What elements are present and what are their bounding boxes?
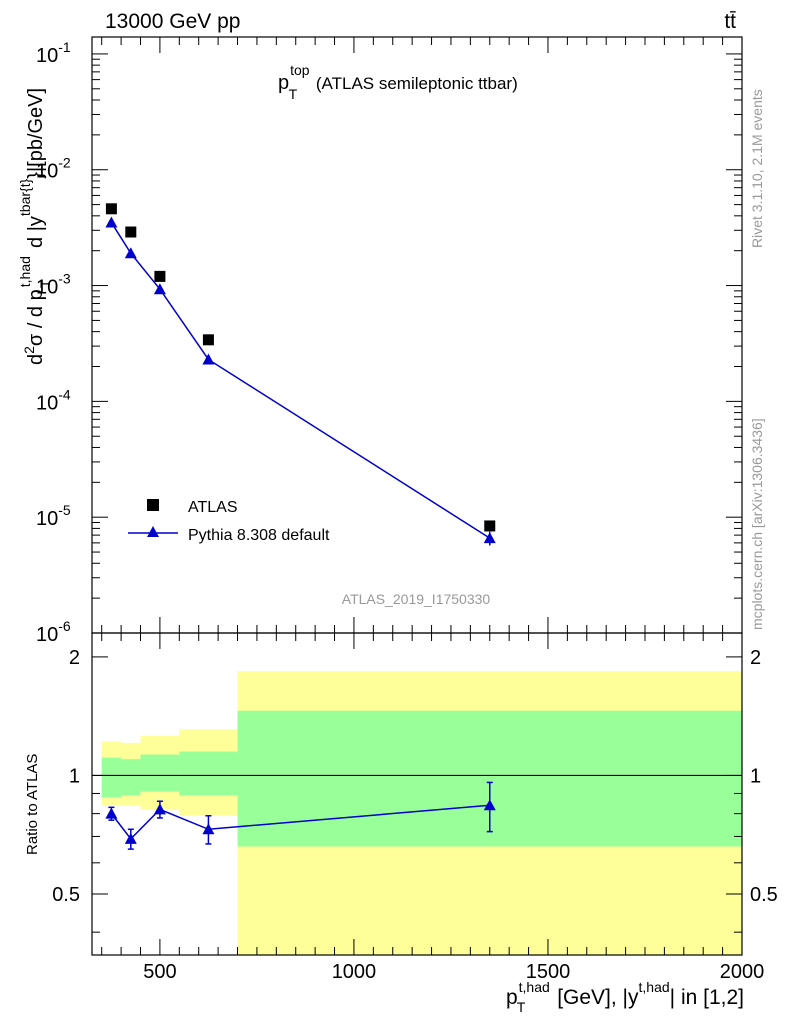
ratio-y-tick-label: 0.5 [52,884,80,906]
pythia-line [110,222,491,539]
legend: ATLAS Pythia 8.308 default [128,499,330,544]
pythia-point [105,216,118,228]
main-y-tick-label: 10-5 [36,502,71,530]
x-axis-title: pt,had T [GeV], |yt,had| in [1,2] [506,979,744,1015]
legend-mc-label: Pythia 8.308 default [188,527,330,544]
x-tick-label: 1000 [332,961,377,983]
legend-atlas-marker [147,499,159,511]
main-panel: 10-610-510-410-310-210-1 13000 GeV pp tt… [17,10,743,646]
main-y-axis-title: d2σ / d pt,had T d |ytbar{t}}|[pb/GeV] [17,88,53,365]
ratio-data-marks [105,781,496,850]
ratio-inner-band [179,751,238,796]
ratio-point [105,807,118,819]
energy-label: 13000 GeV pp [105,10,240,33]
ratio-inner-band [101,757,122,798]
ratio-point [124,832,137,844]
main-data-marks [105,203,496,546]
ratio-uncertainty-bands [101,671,742,955]
ratio-y-tick-label-right: 0.5 [750,884,778,906]
ratio-inner-band [140,754,180,792]
ratio-point [153,803,166,815]
atlas-point [202,334,214,346]
mcplots-label: mcplots.cern.ch [arXiv:1306.3436] [749,418,765,630]
atlas-point [484,520,496,532]
ratio-point [483,799,496,811]
pythia-point [483,532,496,544]
ratio-ticks: 0.5 0.5 1 1 2 2 500 1000 1500 2000 [52,633,778,983]
ratio-y-tick-label: 1 [69,765,80,787]
pythia-point [202,353,215,365]
ratio-y-tick-label-right: 2 [750,647,761,669]
rivet-label: Rivet 3.1.10, 2.1M events [749,89,765,248]
x-tick-label: 1500 [526,961,571,983]
x-tick-label: 500 [143,961,176,983]
main-y-tick-label: 10-1 [36,39,71,67]
main-y-ticks: 10-610-510-410-310-210-1 [36,37,743,646]
analysis-id: ATLAS_2019_I1750330 [342,591,491,607]
x-tick-label: 2000 [720,961,765,983]
ratio-inner-band [121,759,141,796]
atlas-point [105,203,117,215]
legend-mc-marker [147,526,159,537]
main-title: ptop T (ATLAS semileptonic ttbar) [278,62,518,102]
pythia-point [124,247,137,259]
ratio-panel: 0.5 0.5 1 1 2 2 500 1000 1500 2000 Ratio to ATLAS… [24,632,778,1015]
ratio-frame [91,632,743,956]
process-label: tt̄ [724,10,736,33]
main-y-tick-label: 10-4 [36,386,71,414]
ratio-y-tick-label-right: 1 [750,765,761,787]
legend-atlas-label: ATLAS [188,499,238,516]
atlas-point [154,270,166,282]
pythia-point [153,283,166,295]
ratio-y-axis-title: Ratio to ATLAS [24,754,41,855]
ratio-point [202,823,215,835]
ratio-y-tick-label: 2 [69,647,80,669]
atlas-point [125,226,137,238]
main-y-tick-label: 10-6 [36,618,71,646]
